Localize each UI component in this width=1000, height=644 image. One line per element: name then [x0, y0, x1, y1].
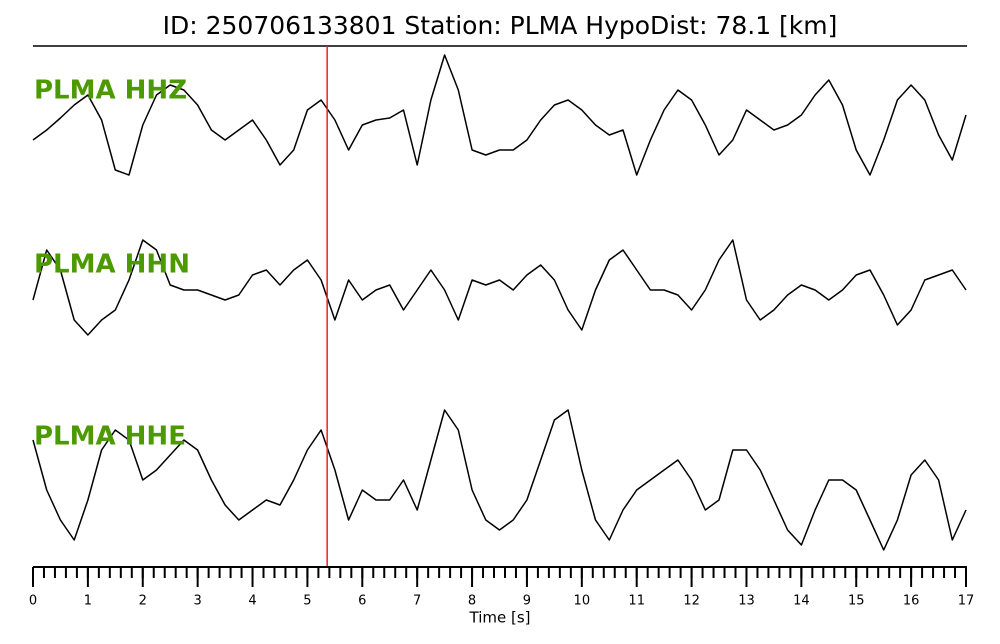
x-tick-label: 17	[958, 594, 975, 609]
chart-title: ID: 250706133801 Station: PLMA HypoDist:…	[163, 11, 838, 40]
trace-label: PLMA HHE	[34, 422, 186, 452]
trace-label: PLMA HHZ	[34, 76, 187, 106]
x-tick-label: 16	[903, 594, 920, 609]
x-tick-label: 12	[683, 594, 700, 609]
trace	[32, 54, 967, 176]
x-axis-label: Time [s]	[469, 609, 531, 627]
x-tick-label: 6	[358, 594, 366, 609]
x-tick-label: 15	[848, 594, 865, 609]
x-tick-label: 1	[84, 594, 92, 609]
x-tick-label: 14	[793, 594, 810, 609]
x-tick-label: 5	[303, 594, 311, 609]
trace	[32, 239, 967, 336]
x-tick-label: 4	[248, 594, 256, 609]
x-tick-label: 7	[413, 594, 421, 609]
x-tick-label: 10	[574, 594, 591, 609]
x-tick-label: 9	[523, 594, 531, 609]
x-tick-label: 8	[468, 594, 476, 609]
x-tick-label: 2	[139, 594, 147, 609]
x-tick-label: 0	[29, 594, 37, 609]
trace-label: PLMA HHN	[34, 250, 190, 280]
x-tick-label: 3	[194, 594, 202, 609]
x-tick-label: 13	[738, 594, 755, 609]
x-tick-label: 11	[628, 594, 645, 609]
trace	[32, 409, 967, 551]
